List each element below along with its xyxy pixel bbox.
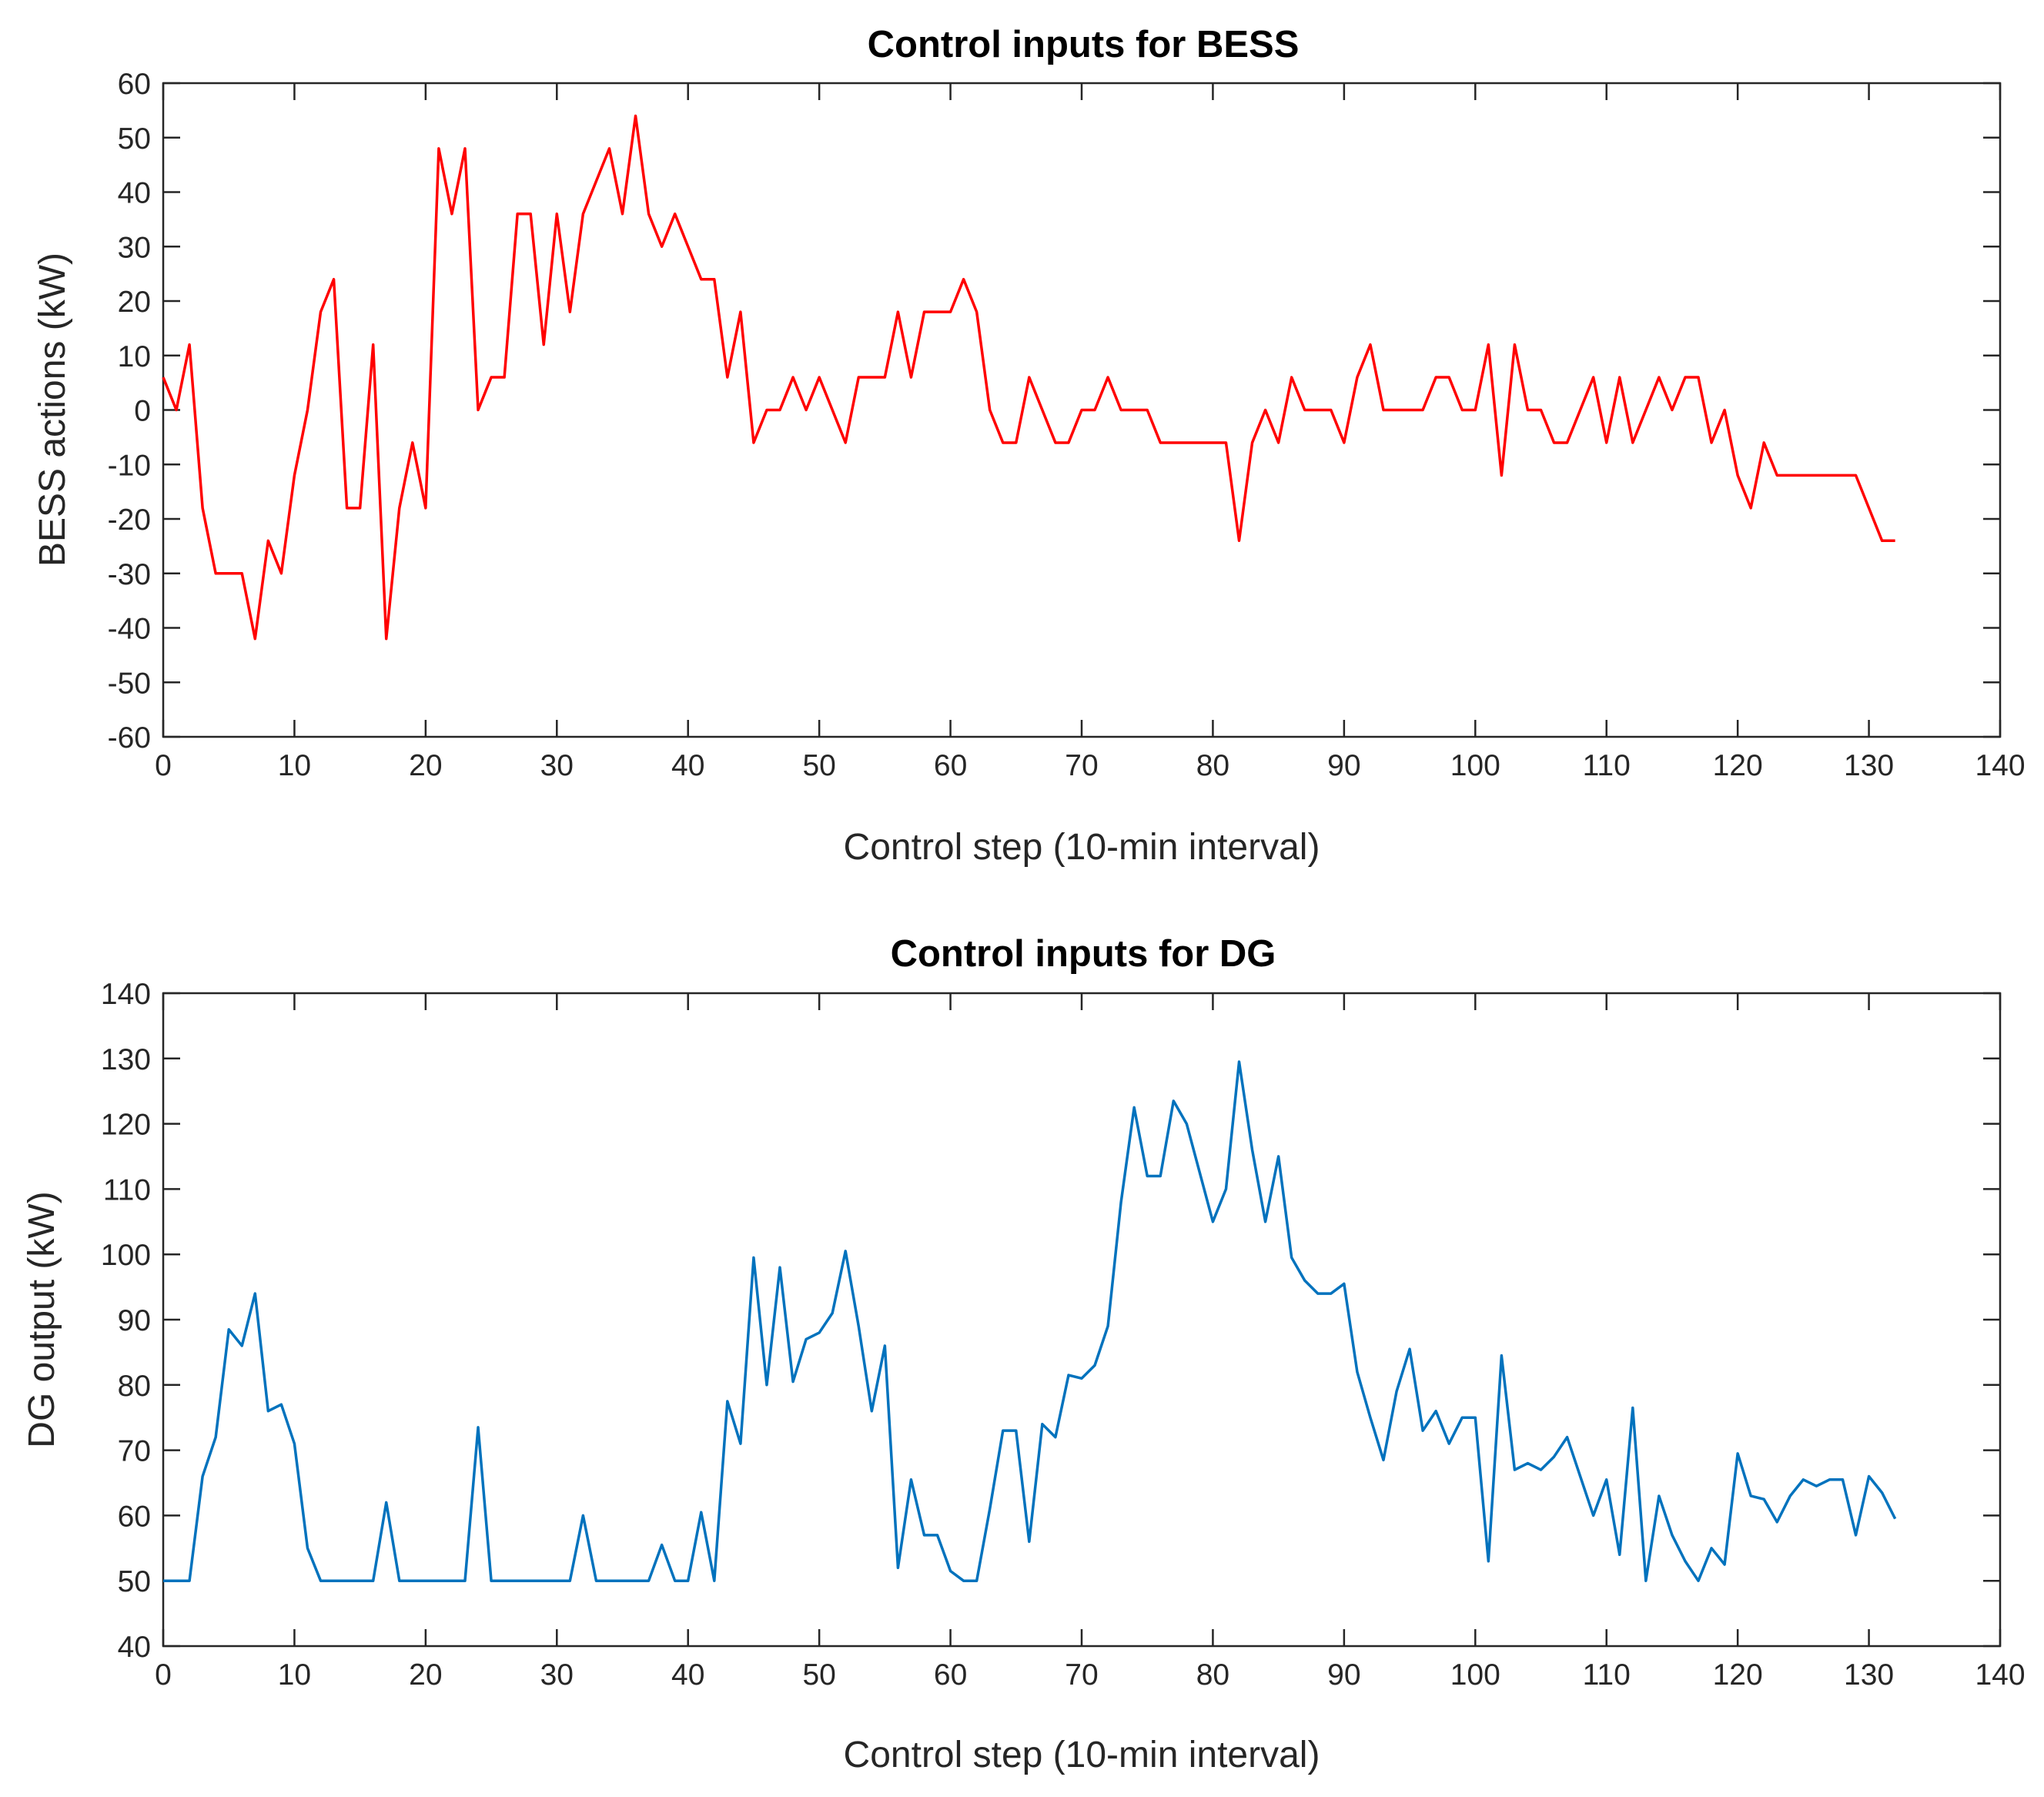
dg-x-tick-label: 20 <box>409 1658 442 1692</box>
bess-y-tick-label: 40 <box>118 177 151 210</box>
bess-chart: Control inputs for BESS 0 10 20 30 40 50 60 70 8… <box>32 24 2026 868</box>
bess-x-tick-label: 10 <box>278 749 311 782</box>
dg-chart-title: Control inputs for DG <box>891 933 1276 975</box>
dg-x-tick-label: 110 <box>1583 1658 1631 1692</box>
dg-series-line <box>163 1060 1897 1582</box>
bess-x-tick-label: 140 <box>1975 749 2025 782</box>
bess-chart-title: Control inputs for BESS <box>868 24 1300 65</box>
dg-y-tick-label: 130 <box>101 1043 151 1076</box>
dg-x-tick-label: 100 <box>1450 1658 1500 1692</box>
dg-x-tick-label: 120 <box>1713 1658 1763 1692</box>
bess-x-tick-label: 60 <box>934 749 967 782</box>
dg-tick-group: 0 10 20 30 40 50 60 70 80 90 100 110 120 130 140 40 50 60… <box>101 978 2026 1692</box>
dg-y-tick-label: 50 <box>118 1565 151 1598</box>
bess-y-tick-label: -10 <box>108 449 151 482</box>
bess-y-tick-label: 50 <box>118 122 151 156</box>
bess-x-tick-label: 30 <box>540 749 574 782</box>
dg-x-tick-label: 50 <box>802 1658 835 1692</box>
dg-x-tick-label: 10 <box>278 1658 311 1692</box>
dg-x-tick-label: 130 <box>1844 1658 1894 1692</box>
bess-x-tick-label: 90 <box>1327 749 1360 782</box>
dg-x-tick-label: 60 <box>934 1658 967 1692</box>
dg-x-tick-label: 30 <box>540 1658 574 1692</box>
dg-chart: Control inputs for DG 0 10 20 30 40 50 60 70 80 9… <box>22 933 2026 1775</box>
bess-x-tick-label: 0 <box>155 749 172 782</box>
bess-y-tick-label: 0 <box>134 395 151 428</box>
bess-y-tick-label: -60 <box>108 721 151 755</box>
bess-y-tick-label: 30 <box>118 231 151 264</box>
bess-y-tick-label: 20 <box>118 286 151 319</box>
dg-y-tick-label: 40 <box>118 1631 151 1664</box>
bess-y-tick-label: 10 <box>118 340 151 373</box>
dg-y-tick-label: 110 <box>103 1173 151 1206</box>
bess-series-line <box>162 114 1895 641</box>
bess-x-axis-label: Control step (10-min interval) <box>844 827 1320 868</box>
bess-x-tick-label: 40 <box>671 749 704 782</box>
bess-y-axis-label: BESS actions (kW) <box>32 253 73 567</box>
bess-y-tick-label: -50 <box>108 667 151 700</box>
bess-x-tick-label: 20 <box>409 749 442 782</box>
bess-x-tick-label: 70 <box>1065 749 1098 782</box>
bess-y-tick-label: -20 <box>108 504 151 537</box>
bess-tick-group: 0 10 20 30 40 50 60 70 80 90 100 110 120 130 140-60-50… <box>108 68 2026 782</box>
bess-y-tick-label: -30 <box>108 558 151 591</box>
dg-y-tick-label: 140 <box>101 978 151 1011</box>
dg-y-tick-label: 60 <box>118 1500 151 1533</box>
bess-x-tick-label: 80 <box>1196 749 1229 782</box>
bess-x-tick-label: 100 <box>1450 749 1500 782</box>
dg-x-tick-label: 40 <box>671 1658 704 1692</box>
bess-x-tick-label: 120 <box>1713 749 1763 782</box>
bess-x-tick-label: 110 <box>1583 749 1631 782</box>
dg-y-axis-label: DG output (kW) <box>22 1191 62 1447</box>
dg-x-tick-label: 140 <box>1975 1658 2025 1692</box>
dg-y-tick-label: 120 <box>101 1109 151 1142</box>
bess-y-tick-label: 60 <box>118 68 151 101</box>
dg-x-axis-label: Control step (10-min interval) <box>844 1735 1320 1775</box>
dg-y-tick-label: 70 <box>118 1435 151 1468</box>
bess-x-tick-label: 50 <box>802 749 835 782</box>
dg-y-tick-label: 90 <box>118 1304 151 1337</box>
bess-y-tick-label: -40 <box>108 613 151 646</box>
bess-x-tick-label: 130 <box>1844 749 1894 782</box>
dg-axes-box <box>162 992 2002 1648</box>
dg-x-tick-label: 80 <box>1196 1658 1229 1692</box>
dg-y-tick-label: 100 <box>101 1239 151 1272</box>
dg-x-tick-label: 70 <box>1065 1658 1098 1692</box>
dg-x-tick-label: 90 <box>1327 1658 1360 1692</box>
dg-y-tick-label: 80 <box>118 1370 151 1403</box>
dg-x-tick-label: 0 <box>155 1658 172 1692</box>
